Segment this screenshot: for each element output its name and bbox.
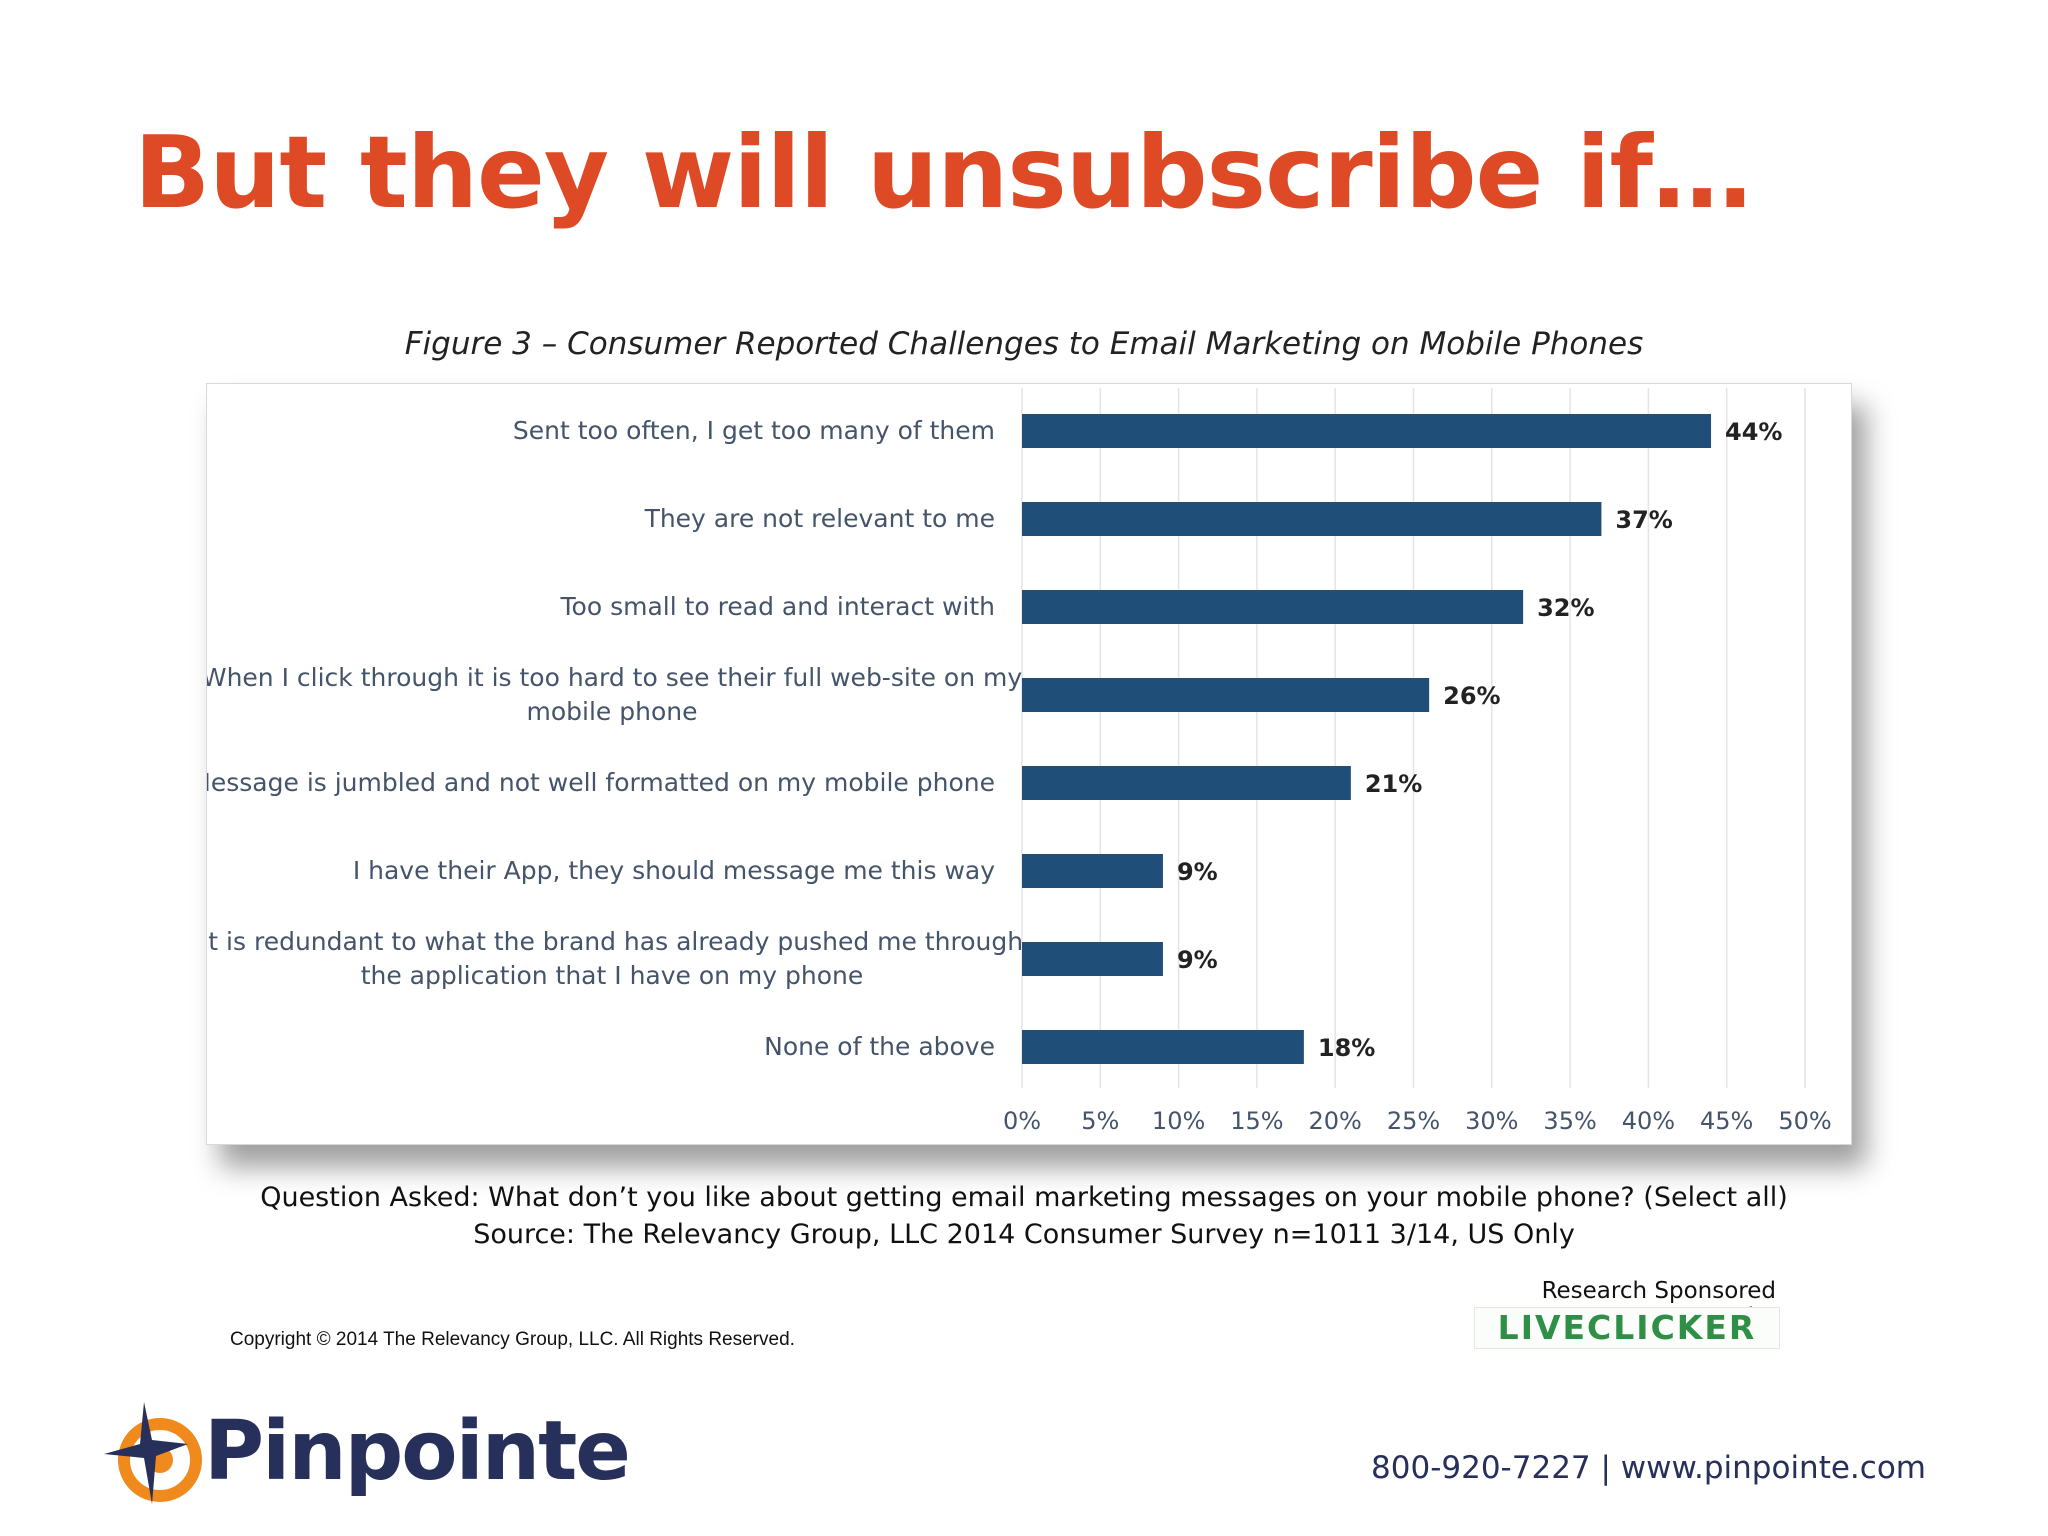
liveclicker-logo-text: LIVECLICKER bbox=[1497, 1308, 1757, 1347]
category-label-line: mobile phone bbox=[527, 697, 698, 726]
copyright-text: Copyright © 2014 The Relevancy Group, LL… bbox=[230, 1329, 795, 1350]
x-tick-label: 20% bbox=[1309, 1107, 1362, 1135]
bar bbox=[1022, 942, 1163, 976]
data-label: 9% bbox=[1177, 858, 1218, 886]
category-label: When I click through it is too hard to s… bbox=[207, 663, 1022, 726]
x-tick-label: 30% bbox=[1465, 1107, 1518, 1135]
liveclicker-logo: LIVECLICKER bbox=[1474, 1307, 1780, 1349]
bar bbox=[1022, 678, 1430, 712]
pinpointe-wordmark: Pinpointe bbox=[204, 1404, 631, 1499]
x-tick-label: 10% bbox=[1152, 1107, 1205, 1135]
bar bbox=[1022, 590, 1524, 624]
x-tick-label: 5% bbox=[1081, 1107, 1119, 1135]
contact-info: 800-920-7227 | www.pinpointe.com bbox=[1371, 1450, 1926, 1486]
x-tick-label: 50% bbox=[1778, 1107, 1831, 1135]
pinpointe-target-icon bbox=[104, 1402, 202, 1504]
question-note: Question Asked: What don’t you like abou… bbox=[260, 1182, 1788, 1213]
category-label-line: It is redundant to what the brand has al… bbox=[207, 927, 1023, 956]
category-label: None of the above bbox=[764, 1032, 995, 1061]
category-label: It is redundant to what the brand has al… bbox=[207, 927, 1023, 990]
category-label: Sent too often, I get too many of them bbox=[513, 416, 995, 445]
x-tick-label: 0% bbox=[1003, 1107, 1041, 1135]
figure-title: Figure 3 – Consumer Reported Challenges … bbox=[404, 326, 1644, 362]
bar bbox=[1022, 414, 1712, 448]
bar bbox=[1022, 1030, 1304, 1064]
x-tick-label: 25% bbox=[1387, 1107, 1440, 1135]
bar bbox=[1022, 854, 1163, 888]
data-label: 37% bbox=[1615, 506, 1672, 534]
data-label: 18% bbox=[1318, 1034, 1375, 1062]
x-tick-label: 35% bbox=[1543, 1107, 1596, 1135]
chart-container: 0% 5% 10% 15% 20% 25% 30% 35% 40% 45% 50% 44% Sent t… bbox=[206, 383, 1852, 1145]
bar bbox=[1022, 766, 1351, 800]
data-label: 21% bbox=[1365, 770, 1422, 798]
source-note: Source: The Relevancy Group, LLC 2014 Co… bbox=[473, 1219, 1575, 1250]
slide-headline: But they will unsubscribe if… bbox=[134, 114, 1752, 231]
data-label: 44% bbox=[1725, 418, 1782, 446]
category-label-line: When I click through it is too hard to s… bbox=[207, 663, 1022, 692]
bar-chart: 0% 5% 10% 15% 20% 25% 30% 35% 40% 45% 50% 44% Sent t… bbox=[207, 388, 1832, 1135]
data-label: 9% bbox=[1177, 946, 1218, 974]
sponsor-label: Research Sponsored by bbox=[1541, 1278, 1776, 1330]
category-label-line: the application that I have on my phone bbox=[361, 961, 864, 990]
category-label: I have their App, they should message me… bbox=[353, 856, 995, 885]
x-tick-label: 15% bbox=[1230, 1107, 1283, 1135]
pinpointe-logo: Pinpointe bbox=[100, 1400, 631, 1510]
category-label: Too small to read and interact with bbox=[560, 592, 995, 621]
data-label: 26% bbox=[1443, 682, 1500, 710]
category-label: Message is jumbled and not well formatte… bbox=[207, 768, 995, 797]
category-label: They are not relevant to me bbox=[644, 504, 995, 533]
x-tick-label: 45% bbox=[1700, 1107, 1753, 1135]
data-label: 32% bbox=[1537, 594, 1594, 622]
x-tick-label: 40% bbox=[1622, 1107, 1675, 1135]
bar bbox=[1022, 502, 1602, 536]
